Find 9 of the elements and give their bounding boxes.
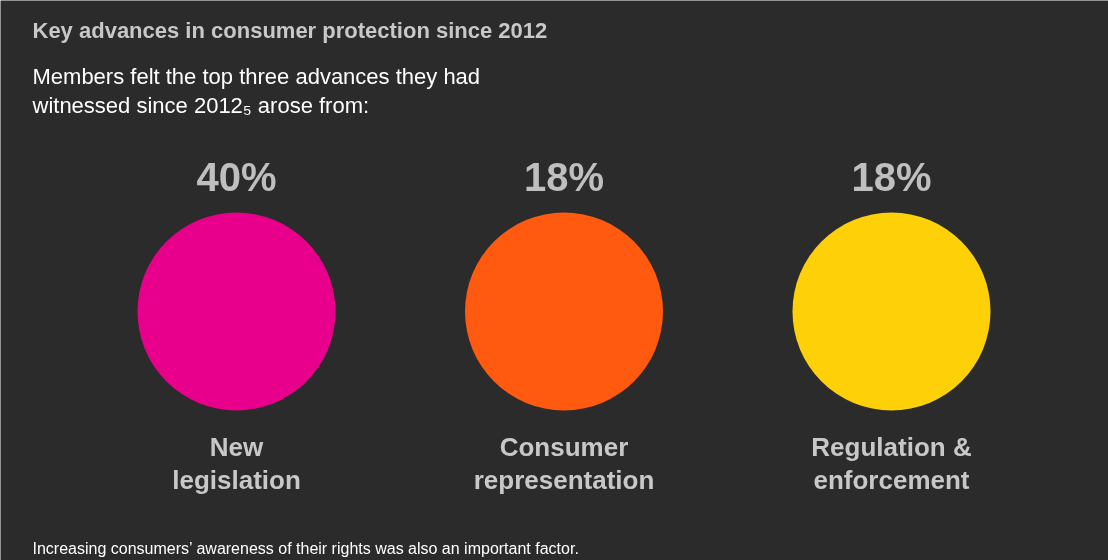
data-label: 18%: [523, 154, 605, 199]
text: Increasing consumers’ awareness of their rights was also an important factor.: [32, 540, 579, 557]
data-label: 40%: [196, 154, 277, 199]
text: Members felt the top three advances they had witnessed since 2012₅ arose from:: [31, 64, 481, 118]
category-label: New legislation: [172, 431, 301, 495]
text: Key advances in consumer protection since 2012: [32, 18, 548, 43]
category-label: Regulation & enforcement: [811, 431, 972, 495]
data-label: 18%: [851, 154, 932, 199]
category-label: Consumer representation: [473, 431, 655, 495]
